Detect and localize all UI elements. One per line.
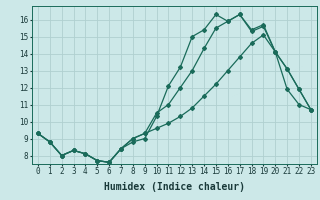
X-axis label: Humidex (Indice chaleur): Humidex (Indice chaleur) bbox=[104, 182, 245, 192]
